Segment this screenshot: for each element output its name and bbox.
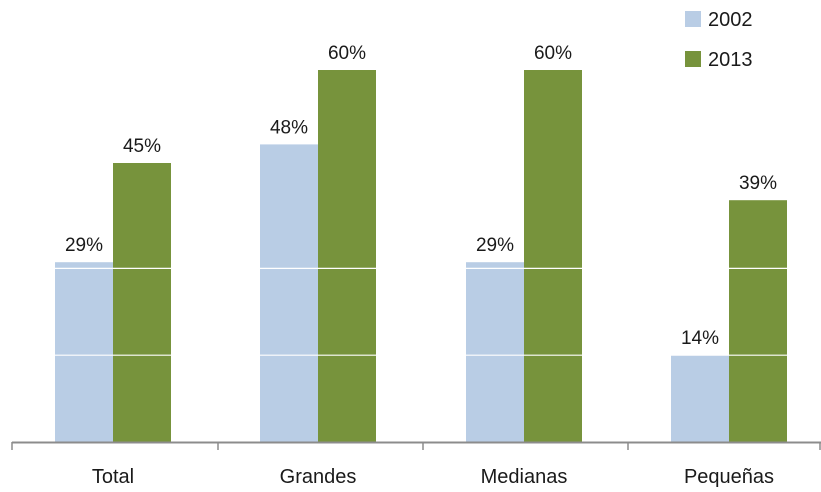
x-tick-label-total: Total (92, 466, 134, 487)
bar-2013-grandes (318, 70, 376, 442)
legend-label-2013: 2013 (708, 49, 753, 71)
legend: 2002 2013 (685, 9, 753, 71)
data-label-2002-grandes: 48% (270, 117, 308, 138)
legend-swatch-2013 (685, 51, 701, 67)
bar-2013-pequeñas (729, 200, 787, 442)
bar-2002-medianas (466, 262, 524, 442)
data-label-2013-medianas: 60% (534, 43, 572, 64)
x-tick-label-pequeñas: Pequeñas (684, 466, 774, 487)
x-tick-label-grandes: Grandes (280, 466, 357, 487)
legend-label-2002: 2002 (708, 9, 753, 31)
data-label-2002-pequeñas: 14% (681, 328, 719, 349)
bar-2002-total (55, 262, 113, 442)
x-tick-label-medianas: Medianas (481, 466, 568, 487)
legend-swatch-2002 (685, 11, 701, 27)
bar-2002-grandes (260, 144, 318, 442)
data-label-2013-pequeñas: 39% (739, 173, 777, 194)
gridlines-layer (12, 267, 821, 356)
bar-2013-medianas (524, 70, 582, 442)
bar-2013-total (113, 163, 171, 442)
bars-layer (55, 70, 787, 442)
x-axis: Total Grandes Medianas Pequeñas (11, 441, 821, 488)
data-label-2002-total: 29% (65, 235, 103, 256)
data-label-2002-medianas: 29% (476, 235, 514, 256)
data-label-2013-total: 45% (123, 136, 161, 157)
data-label-2013-grandes: 60% (328, 43, 366, 64)
bar-2002-pequeñas (671, 355, 729, 442)
data-labels-layer: 29% 45% 48% 60% 29% 60% 14% 39% (65, 43, 777, 349)
